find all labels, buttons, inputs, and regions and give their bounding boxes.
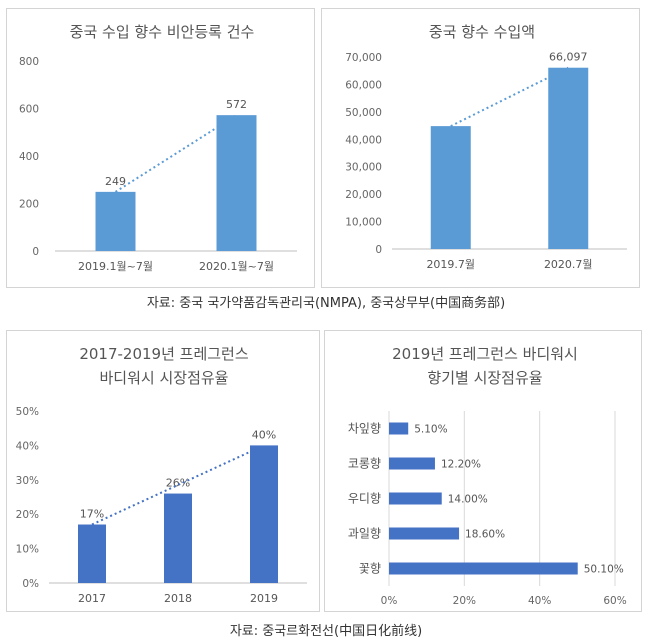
chart-panel-import-value: 중국 향수 수입액 0 10,000 20,000 30,000 40,000 50,000… <box>321 8 640 288</box>
source-note-bottom: 자료: 중국르화전선(中国日化前线) <box>229 624 423 639</box>
y-tick-label: 30,000 <box>345 162 382 174</box>
y-tick-label: 40% <box>16 440 39 452</box>
data-label: 18.60% <box>465 529 505 541</box>
bar <box>78 524 106 583</box>
bar <box>250 445 278 583</box>
chart-title: 중국 수입 향수 비안등록 건수 <box>70 23 255 41</box>
x-tick-label: 2020.1월~7월 <box>199 260 274 273</box>
y-tick-label: 50% <box>16 406 39 418</box>
trendline <box>114 114 238 193</box>
chart-import-registrations: 중국 수입 향수 비안등록 건수 0 200 400 600 800 2019.1월~7월 2… <box>19 23 297 273</box>
data-label: 5.10% <box>414 424 447 436</box>
x-tick-label: 40% <box>528 595 551 607</box>
bar <box>389 527 460 540</box>
y-tick-label: 0% <box>22 578 39 590</box>
chart-title-line: 바디워시 시장점유율 <box>100 369 229 387</box>
bar <box>164 493 192 583</box>
category-label: 과일향 <box>348 527 381 541</box>
bar <box>389 457 435 470</box>
y-tick-label: 10,000 <box>345 217 382 229</box>
x-tick-label: 2020.7월 <box>544 258 593 271</box>
y-tick-label: 30% <box>16 475 39 487</box>
x-tick-label: 0% <box>381 595 398 607</box>
trendline <box>91 444 265 526</box>
y-tick-label: 60,000 <box>345 79 382 91</box>
source-note-top: 자료: 중국 국가약품감독관리국(NMPA), 중국상무부(中国商务部) <box>146 296 506 311</box>
category-label: 코롱향 <box>348 457 381 471</box>
data-label: 249 <box>105 175 126 188</box>
y-tick-label: 10% <box>16 544 39 556</box>
data-label: 40% <box>252 428 276 441</box>
y-tick-label: 70,000 <box>345 52 382 64</box>
y-tick-label: 200 <box>19 199 39 211</box>
y-tick-label: 0 <box>32 246 39 258</box>
bar <box>95 191 136 251</box>
x-tick-label: 60% <box>603 595 626 607</box>
x-tick-label: 2019.1월~7월 <box>78 260 153 273</box>
y-tick-label: 40,000 <box>345 134 382 146</box>
data-label: 26% <box>166 477 190 490</box>
y-tick-label: 800 <box>19 56 39 68</box>
category-label: 차잎향 <box>348 422 381 436</box>
y-tick-label: 50,000 <box>345 107 382 119</box>
chart-panel-import-registrations: 중국 수입 향수 비안등록 건수 0 200 400 600 800 2019.1월~7월 2… <box>6 8 315 288</box>
data-label: 17% <box>80 508 104 521</box>
bar <box>216 115 257 252</box>
y-tick-label: 600 <box>19 104 39 116</box>
trendline <box>450 66 569 128</box>
x-tick-label: 2018 <box>164 592 192 605</box>
x-tick-label: 2019.7월 <box>426 258 475 271</box>
bar <box>430 126 471 249</box>
data-label: 572 <box>226 98 247 111</box>
chart-title-line: 향기별 시장점유율 <box>427 369 542 387</box>
chart-title-line: 2019년 프레그런스 바디워시 <box>392 345 578 363</box>
data-label: 14.00% <box>448 494 488 506</box>
bar <box>389 562 578 575</box>
y-tick-label: 20% <box>16 509 39 521</box>
data-label: 50.10% <box>584 564 624 576</box>
y-tick-label: 0 <box>375 244 382 256</box>
bar <box>389 422 409 435</box>
x-tick-label: 2017 <box>78 592 106 605</box>
y-tick-label: 20,000 <box>345 189 382 201</box>
chart-title-line: 2017-2019년 프레그런스 <box>79 345 249 363</box>
chart-import-value: 중국 향수 수입액 0 10,000 20,000 30,000 40,000 50,000… <box>345 23 627 271</box>
bar <box>389 492 442 505</box>
y-tick-label: 400 <box>19 151 39 163</box>
category-label: 우디향 <box>348 492 381 506</box>
x-tick-label: 2019 <box>250 592 278 605</box>
x-tick-label: 20% <box>453 595 476 607</box>
chart-title: 중국 향수 수입액 <box>429 23 535 41</box>
bar <box>548 67 589 249</box>
data-label: 12.20% <box>441 459 481 471</box>
category-label: 꽃향 <box>359 562 381 576</box>
data-label: 66,097 <box>549 51 588 64</box>
